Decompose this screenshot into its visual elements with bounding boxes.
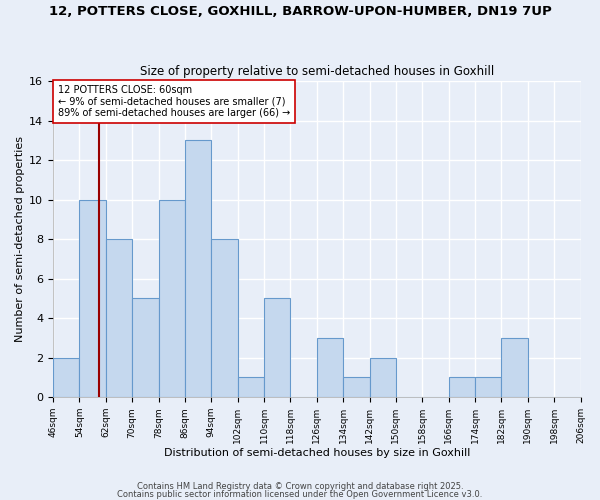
- Bar: [475, 378, 502, 397]
- Bar: [106, 239, 132, 397]
- Text: 12, POTTERS CLOSE, GOXHILL, BARROW-UPON-HUMBER, DN19 7UP: 12, POTTERS CLOSE, GOXHILL, BARROW-UPON-…: [49, 5, 551, 18]
- Bar: [343, 378, 370, 397]
- Bar: [317, 338, 343, 397]
- Bar: [264, 298, 290, 397]
- Bar: [211, 239, 238, 397]
- Bar: [79, 200, 106, 397]
- Title: Size of property relative to semi-detached houses in Goxhill: Size of property relative to semi-detach…: [140, 66, 494, 78]
- Bar: [449, 378, 475, 397]
- Text: Contains HM Land Registry data © Crown copyright and database right 2025.: Contains HM Land Registry data © Crown c…: [137, 482, 463, 491]
- Bar: [158, 200, 185, 397]
- X-axis label: Distribution of semi-detached houses by size in Goxhill: Distribution of semi-detached houses by …: [164, 448, 470, 458]
- Bar: [370, 358, 396, 397]
- Bar: [132, 298, 158, 397]
- Text: 12 POTTERS CLOSE: 60sqm
← 9% of semi-detached houses are smaller (7)
89% of semi: 12 POTTERS CLOSE: 60sqm ← 9% of semi-det…: [58, 85, 290, 118]
- Bar: [53, 358, 79, 397]
- Bar: [185, 140, 211, 397]
- Text: Contains public sector information licensed under the Open Government Licence v3: Contains public sector information licen…: [118, 490, 482, 499]
- Bar: [238, 378, 264, 397]
- Bar: [502, 338, 528, 397]
- Y-axis label: Number of semi-detached properties: Number of semi-detached properties: [15, 136, 25, 342]
